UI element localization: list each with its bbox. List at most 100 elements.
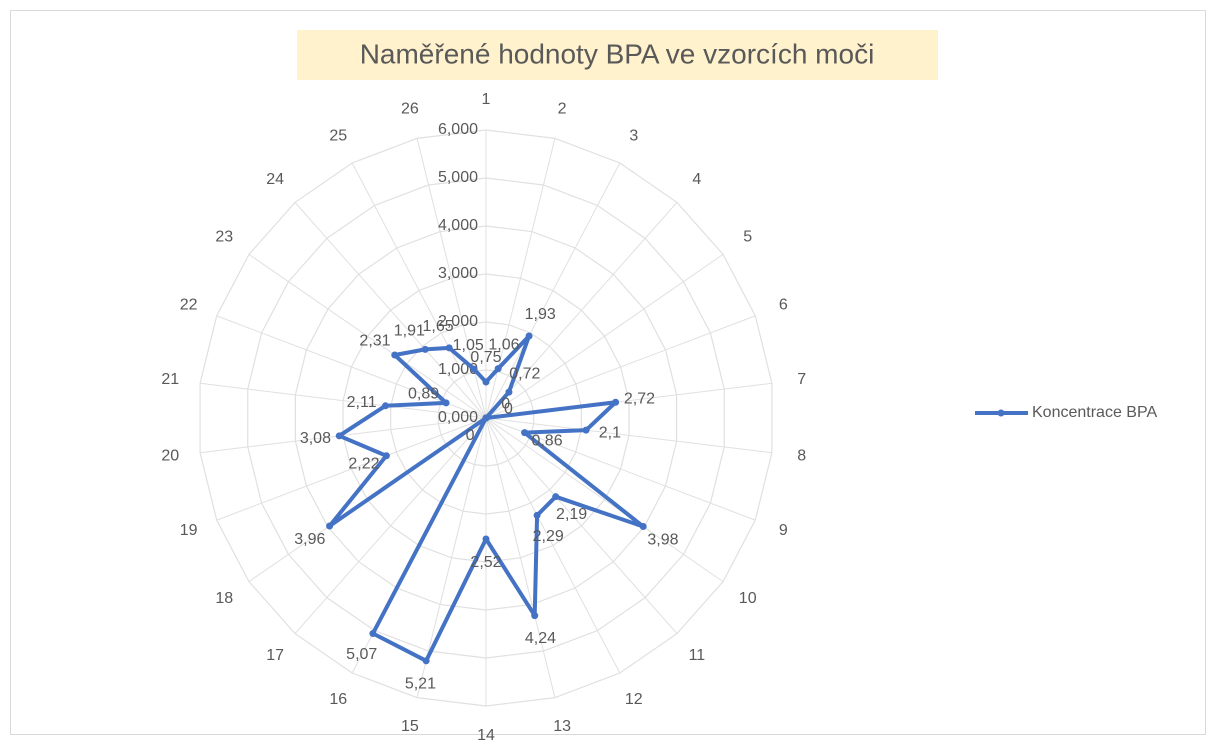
category-label: 7 bbox=[797, 371, 806, 388]
data-label: 1,91 bbox=[394, 323, 425, 340]
category-label: 3 bbox=[629, 128, 638, 145]
data-label: 5,21 bbox=[405, 675, 436, 692]
data-point bbox=[552, 493, 560, 501]
category-label: 17 bbox=[266, 647, 284, 664]
spoke bbox=[485, 417, 756, 521]
spoke bbox=[485, 162, 621, 419]
data-point bbox=[381, 402, 389, 410]
category-label: 26 bbox=[401, 100, 419, 117]
data-label: 0 bbox=[466, 427, 475, 444]
category-label: 20 bbox=[161, 448, 179, 465]
data-point bbox=[335, 432, 343, 440]
data-label: 3,08 bbox=[300, 430, 331, 447]
spoke bbox=[294, 202, 487, 419]
axis-tick-label: 5,000 bbox=[438, 169, 478, 186]
axis-tick-label: 4,000 bbox=[438, 217, 478, 234]
chart-area bbox=[10, 10, 1206, 735]
category-label: 10 bbox=[739, 590, 757, 607]
data-point bbox=[639, 523, 647, 531]
spoke bbox=[216, 417, 487, 521]
spoke bbox=[248, 253, 487, 419]
chart-title: Naměřené hodnoty BPA ve vzorcích moči bbox=[360, 38, 875, 69]
category-label: 6 bbox=[779, 296, 788, 313]
data-point bbox=[612, 398, 620, 406]
data-label: 2,19 bbox=[556, 506, 587, 523]
spoke bbox=[200, 382, 487, 419]
axis-tick-label: 2,000 bbox=[438, 313, 478, 330]
category-label: 11 bbox=[689, 647, 706, 664]
legend-label: Koncentrace BPA bbox=[1032, 404, 1157, 421]
spoke bbox=[485, 417, 621, 674]
series-line bbox=[327, 333, 646, 663]
category-label: 8 bbox=[797, 448, 806, 465]
category-label: 14 bbox=[477, 727, 495, 744]
data-point bbox=[494, 365, 502, 373]
data-point bbox=[531, 612, 539, 620]
data-point bbox=[369, 629, 377, 637]
data-point bbox=[391, 351, 399, 359]
data-label: 0,75 bbox=[470, 349, 501, 366]
category-label: 25 bbox=[329, 128, 347, 145]
category-label: 21 bbox=[161, 371, 179, 388]
axis-tick-label: 6,000 bbox=[438, 121, 478, 138]
data-label: 2,31 bbox=[359, 333, 390, 350]
data-label: 0,89 bbox=[408, 386, 439, 403]
data-label: 1,05 bbox=[453, 337, 484, 354]
data-label: 1,93 bbox=[525, 306, 556, 323]
data-label: 5,07 bbox=[346, 646, 377, 663]
spoke bbox=[485, 417, 678, 634]
data-point bbox=[482, 414, 490, 422]
data-label: 2,11 bbox=[347, 394, 377, 411]
data-point bbox=[482, 378, 490, 386]
spoke bbox=[485, 253, 724, 419]
category-label: 1 bbox=[482, 91, 491, 108]
category-label: 15 bbox=[401, 718, 419, 735]
category-label: 16 bbox=[329, 691, 347, 708]
category-label: 4 bbox=[692, 171, 701, 188]
category-label: 13 bbox=[553, 718, 571, 735]
spoke bbox=[485, 315, 756, 419]
title-background bbox=[297, 30, 938, 80]
data-label: 0 bbox=[501, 396, 510, 413]
data-label: 2,72 bbox=[624, 391, 655, 408]
data-point bbox=[582, 426, 590, 434]
data-point bbox=[505, 388, 513, 396]
data-point bbox=[421, 345, 429, 353]
category-label: 23 bbox=[215, 229, 233, 246]
data-label: 4,24 bbox=[525, 630, 556, 647]
data-point bbox=[382, 452, 390, 460]
spoke bbox=[485, 202, 678, 419]
data-label: 1,06 bbox=[488, 337, 519, 354]
data-point bbox=[442, 399, 450, 407]
data-label: 0,86 bbox=[531, 432, 562, 449]
data-label: 2,29 bbox=[533, 528, 564, 545]
data-point bbox=[470, 365, 478, 373]
data-label: 3,98 bbox=[647, 531, 678, 548]
data-label: 3,96 bbox=[294, 531, 325, 548]
data-label: 0 bbox=[504, 401, 513, 418]
axis-tick-label: 0,000 bbox=[438, 409, 478, 426]
data-point bbox=[533, 511, 541, 519]
data-point bbox=[445, 344, 453, 352]
data-label: 2,1 bbox=[599, 424, 621, 441]
data-label: 0,72 bbox=[509, 365, 540, 382]
data-label: 2,52 bbox=[470, 554, 501, 571]
data-point bbox=[525, 332, 533, 340]
spoke bbox=[485, 417, 556, 698]
data-point bbox=[326, 522, 334, 530]
category-label: 2 bbox=[558, 100, 567, 117]
data-point bbox=[521, 429, 529, 437]
data-label: 1,65 bbox=[422, 318, 453, 335]
category-label: 5 bbox=[743, 229, 752, 246]
legend-marker bbox=[997, 409, 1005, 417]
category-label: 9 bbox=[779, 522, 788, 539]
category-label: 18 bbox=[215, 590, 233, 607]
axis-tick-label: 3,000 bbox=[438, 265, 478, 282]
spoke bbox=[416, 417, 487, 698]
spoke bbox=[485, 417, 772, 454]
category-label: 12 bbox=[625, 691, 643, 708]
data-point bbox=[482, 535, 490, 543]
spoke bbox=[351, 162, 487, 419]
category-label: 19 bbox=[180, 522, 198, 539]
